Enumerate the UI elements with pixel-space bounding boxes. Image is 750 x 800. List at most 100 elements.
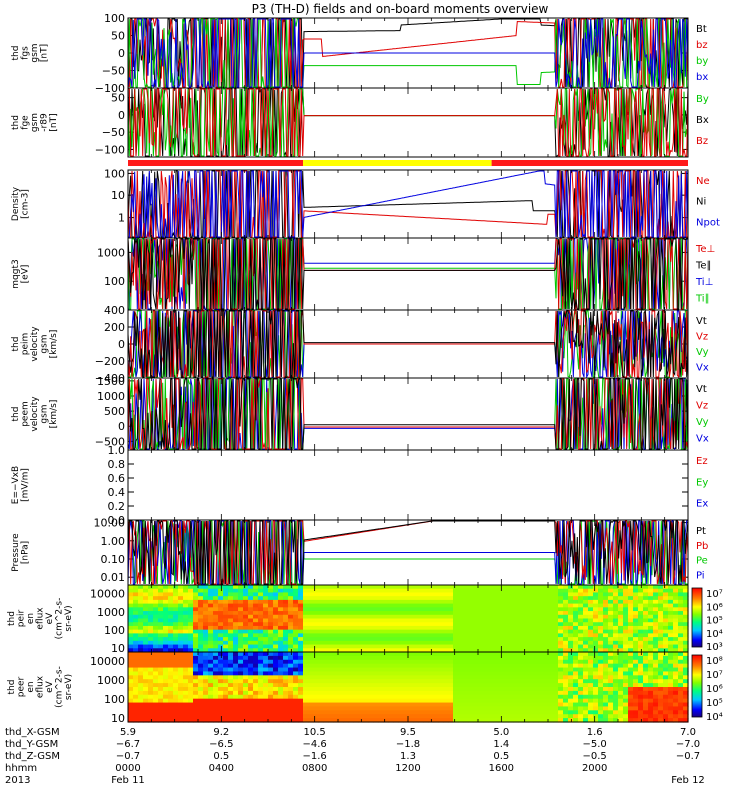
heatmap-cell bbox=[378, 698, 384, 704]
heatmap-cell bbox=[128, 702, 134, 708]
heatmap-cell bbox=[258, 640, 264, 646]
heatmap-cell bbox=[373, 659, 379, 665]
heatmap-cell bbox=[223, 629, 229, 634]
heatmap-cell bbox=[198, 714, 204, 719]
heatmap-cell bbox=[233, 706, 239, 711]
heatmap-cell bbox=[538, 671, 544, 676]
heatmap-cell bbox=[618, 629, 624, 634]
heatmap-cell bbox=[153, 714, 159, 719]
ytick-label: 1000 bbox=[97, 390, 125, 403]
x-tick-label: 5.0 bbox=[493, 727, 509, 738]
heatmap-cell bbox=[153, 675, 159, 680]
heatmap-cell bbox=[468, 618, 474, 623]
heatmap-cell bbox=[213, 629, 219, 634]
heatmap-cell bbox=[603, 675, 609, 680]
heatmap-cell bbox=[293, 640, 299, 646]
heatmap-cell bbox=[468, 633, 474, 638]
heatmap-cell bbox=[658, 702, 664, 708]
heatmap-cell bbox=[218, 640, 224, 646]
heatmap-cell bbox=[423, 633, 429, 638]
heatmap-cell bbox=[508, 618, 514, 623]
heatmap-cell bbox=[243, 629, 249, 634]
heatmap-cell bbox=[443, 611, 449, 616]
heatmap-cell bbox=[133, 622, 139, 627]
heatmap-cell bbox=[453, 625, 459, 631]
heatmap-cell bbox=[393, 644, 399, 649]
heatmap-cell bbox=[368, 655, 374, 661]
heatmap-cell bbox=[598, 694, 604, 700]
heatmap-cell bbox=[463, 618, 469, 623]
heatmap-cell bbox=[563, 618, 569, 623]
heatmap-cell bbox=[273, 607, 279, 612]
heatmap-cell bbox=[413, 706, 419, 711]
ytick-label: −100 bbox=[95, 82, 125, 95]
heatmap-cell bbox=[478, 706, 484, 711]
heatmap-cell bbox=[548, 625, 554, 631]
heatmap-cell bbox=[683, 702, 689, 708]
heatmap-cell bbox=[193, 614, 199, 620]
heatmap-cell bbox=[558, 618, 564, 623]
heatmap-cell bbox=[553, 633, 559, 638]
heatmap-cell bbox=[473, 618, 479, 623]
heatmap-cell bbox=[303, 702, 309, 708]
heatmap-cell bbox=[423, 655, 429, 661]
heatmap-cell bbox=[388, 629, 394, 634]
heatmap-cell bbox=[238, 596, 244, 601]
heatmap-cell bbox=[353, 690, 359, 696]
heatmap-cell bbox=[408, 596, 414, 601]
x-tick-label: 0800 bbox=[302, 763, 327, 774]
heatmap-cell bbox=[153, 592, 159, 597]
heatmap-cell bbox=[218, 675, 224, 680]
heatmap-cell bbox=[293, 614, 299, 620]
heatmap-cell bbox=[238, 603, 244, 608]
heatmap-cell bbox=[353, 629, 359, 634]
heatmap-cell bbox=[353, 710, 359, 715]
heatmap-cell bbox=[573, 640, 579, 646]
heatmap-cell bbox=[368, 690, 374, 696]
heatmap-cell bbox=[453, 633, 459, 638]
heatmap-cell bbox=[458, 698, 464, 704]
heatmap-cell bbox=[153, 655, 159, 661]
heatmap-cell bbox=[648, 625, 654, 631]
heatmap-cell bbox=[258, 718, 264, 723]
heatmap-cell bbox=[418, 652, 424, 657]
heatmap-cell bbox=[218, 655, 224, 661]
heatmap-cell bbox=[668, 671, 674, 676]
heatmap-cell bbox=[138, 687, 144, 692]
heatmap-cell bbox=[233, 592, 239, 597]
heatmap-cell bbox=[173, 710, 179, 715]
heatmap-cell bbox=[228, 625, 234, 631]
heatmap-cell bbox=[543, 706, 549, 711]
heatmap-cell bbox=[418, 694, 424, 700]
heatmap-cell bbox=[638, 622, 644, 627]
heatmap-cell bbox=[183, 599, 189, 605]
heatmap-cell bbox=[508, 652, 514, 657]
heatmap-cell bbox=[663, 599, 669, 605]
heatmap-cell bbox=[208, 667, 214, 673]
heatmap-cell bbox=[608, 702, 614, 708]
heatmap-cell bbox=[198, 637, 204, 642]
heatmap-cell bbox=[568, 694, 574, 700]
heatmap-cell bbox=[508, 714, 514, 719]
heatmap-cell bbox=[418, 618, 424, 623]
heatmap-cell bbox=[133, 698, 139, 704]
heatmap-cell bbox=[643, 683, 649, 688]
heatmap-cell bbox=[143, 714, 149, 719]
heatmap-cell bbox=[428, 698, 434, 704]
heatmap-cell bbox=[268, 648, 274, 653]
heatmap-cell bbox=[523, 652, 529, 657]
heatmap-cell bbox=[673, 607, 679, 612]
heatmap-cell bbox=[373, 618, 379, 623]
heatmap-cell bbox=[528, 655, 534, 661]
heatmap-cell bbox=[153, 683, 159, 688]
heatmap-cell bbox=[393, 679, 399, 684]
heatmap-cell bbox=[343, 718, 349, 723]
heatmap-cell bbox=[683, 603, 689, 608]
heatmap-cell bbox=[223, 698, 229, 704]
heatmap-cell bbox=[193, 706, 199, 711]
heatmap-cell bbox=[263, 611, 269, 616]
heatmap-cell bbox=[478, 625, 484, 631]
heatmap-cell bbox=[593, 714, 599, 719]
heatmap-cell bbox=[403, 655, 409, 661]
heatmap-cell bbox=[413, 714, 419, 719]
